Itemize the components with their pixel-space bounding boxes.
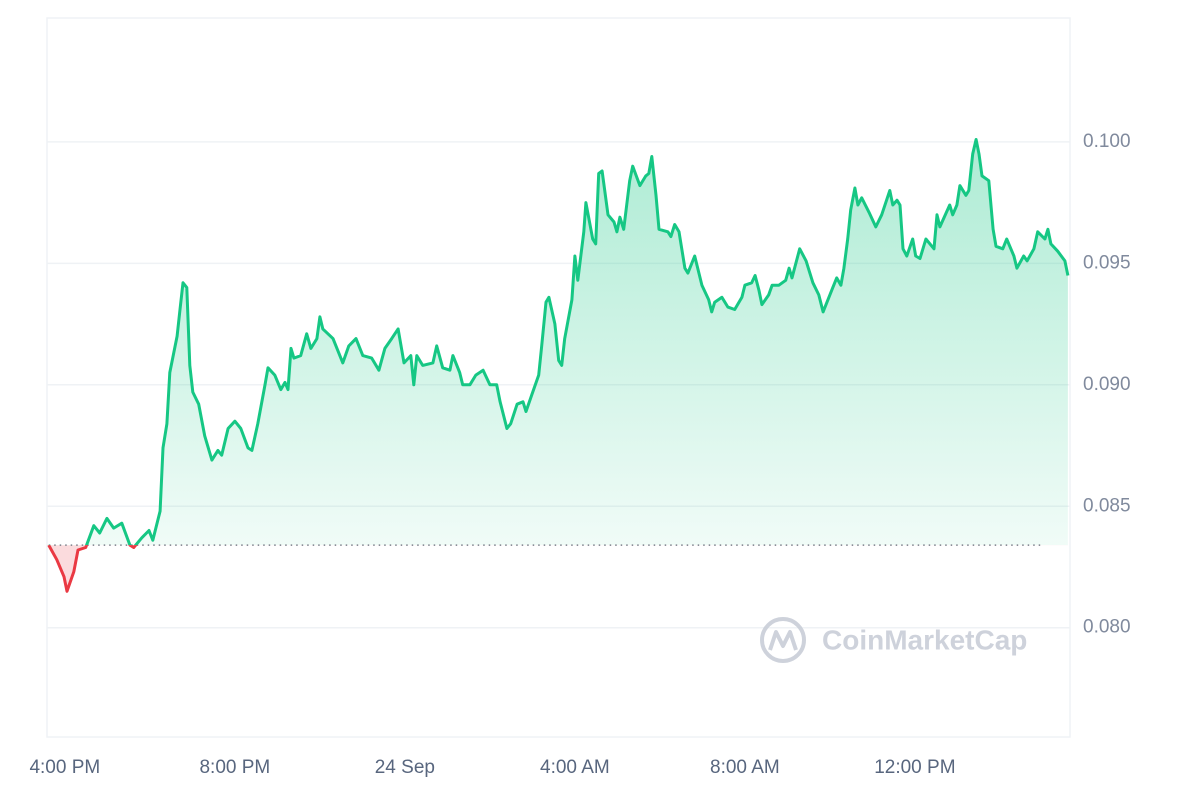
x-tick-label: 4:00 AM — [540, 757, 610, 778]
y-tick-label: 0.085 — [1083, 495, 1131, 516]
x-tick-label: 12:00 PM — [874, 757, 955, 778]
watermark-logo-mark — [768, 630, 798, 651]
x-tick-label: 8:00 PM — [199, 757, 270, 778]
x-tick-label: 24 Sep — [375, 757, 435, 778]
x-tick-label: 4:00 PM — [29, 757, 100, 778]
watermark: CoinMarketCap — [822, 624, 1027, 655]
labels: 0.080 0.085 0.090 0.095 0.100 4:00 PM 8:00 PM 2… — [29, 131, 1130, 778]
price-line — [48, 138, 1070, 546]
watermark-logo — [760, 617, 806, 663]
x-tick-label: 8:00 AM — [710, 757, 780, 778]
marks — [47, 138, 1070, 593]
plot-frame — [46, 17, 1071, 738]
area-above-baseline — [48, 139, 1068, 546]
watermark-group: CoinMarketCap — [760, 617, 1027, 663]
y-tick-label: 0.095 — [1083, 252, 1131, 273]
y-tick-label: 0.080 — [1083, 617, 1131, 638]
y-tick-label: 0.090 — [1083, 374, 1131, 395]
y-tick-label: 0.100 — [1083, 131, 1131, 152]
